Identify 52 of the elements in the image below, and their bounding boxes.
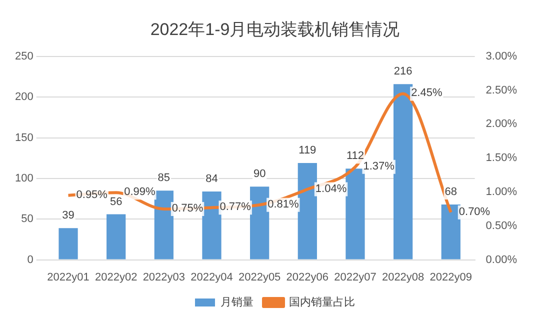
data-label: 2.45%: [411, 87, 442, 100]
y2-tick-label: 0.50%: [486, 220, 518, 232]
x-tick-label: 2022y09: [430, 271, 472, 284]
data-label: 216: [394, 66, 412, 78]
data-label: 39: [62, 210, 74, 222]
y-tick-label: 250: [14, 50, 34, 62]
x-tick-label: 2022y06: [286, 271, 329, 284]
x-tick-label: 2022y04: [190, 271, 233, 284]
x-tick-label: 2022y08: [382, 271, 424, 284]
data-label: 1.04%: [315, 182, 347, 195]
y-tick-label: 50: [21, 213, 34, 226]
x-tick-label: 2022y01: [47, 271, 90, 284]
y2-tick-label: 1.50%: [486, 152, 518, 164]
data-label: 90: [253, 168, 266, 180]
data-label: 85: [158, 172, 170, 184]
x-tick-label: 2022y05: [238, 271, 281, 284]
bar: [154, 190, 174, 260]
y-tick-label: 200: [14, 91, 34, 104]
y2-tick-label: 2.00%: [486, 118, 518, 130]
bar: [202, 191, 222, 260]
data-label: 0.81%: [268, 198, 299, 210]
bar: [250, 186, 270, 260]
y2-tick-label: 3.00%: [486, 50, 518, 62]
data-label: 68: [444, 186, 458, 198]
bar: [58, 228, 78, 260]
y-tick-label: 0: [27, 254, 34, 266]
x-tick-label: 2022y07: [334, 271, 376, 284]
data-label: 112: [346, 150, 364, 162]
bar: [394, 84, 413, 260]
y2-tick-label: 1.00%: [486, 186, 518, 198]
bar: [346, 168, 365, 260]
data-label: 0.77%: [220, 201, 252, 214]
y-tick-label: 150: [14, 132, 34, 144]
x-tick-label: 2022y03: [142, 271, 186, 284]
data-label: 0.70%: [458, 206, 490, 218]
legend-label: 月销量: [220, 296, 254, 309]
data-label: 0.95%: [76, 188, 108, 201]
chart-title: 2022年1-9月电动装载机销售情况: [150, 20, 400, 39]
bar: [106, 214, 126, 260]
y2-tick-label: 2.50%: [486, 84, 518, 96]
data-label: 119: [298, 144, 316, 157]
data-label: 0.75%: [172, 202, 204, 214]
y2-tick-label: 0.00%: [486, 254, 518, 266]
data-label: 0.99%: [124, 186, 156, 198]
legend-label: 国内销量占比: [289, 296, 355, 309]
data-label: 56: [110, 196, 122, 208]
data-label: 84: [206, 172, 218, 185]
x-tick-label: 2022y02: [94, 271, 138, 284]
y-tick-label: 100: [14, 172, 34, 184]
bar: [441, 204, 460, 260]
data-label: 1.37%: [363, 160, 395, 172]
bar: [298, 162, 317, 260]
